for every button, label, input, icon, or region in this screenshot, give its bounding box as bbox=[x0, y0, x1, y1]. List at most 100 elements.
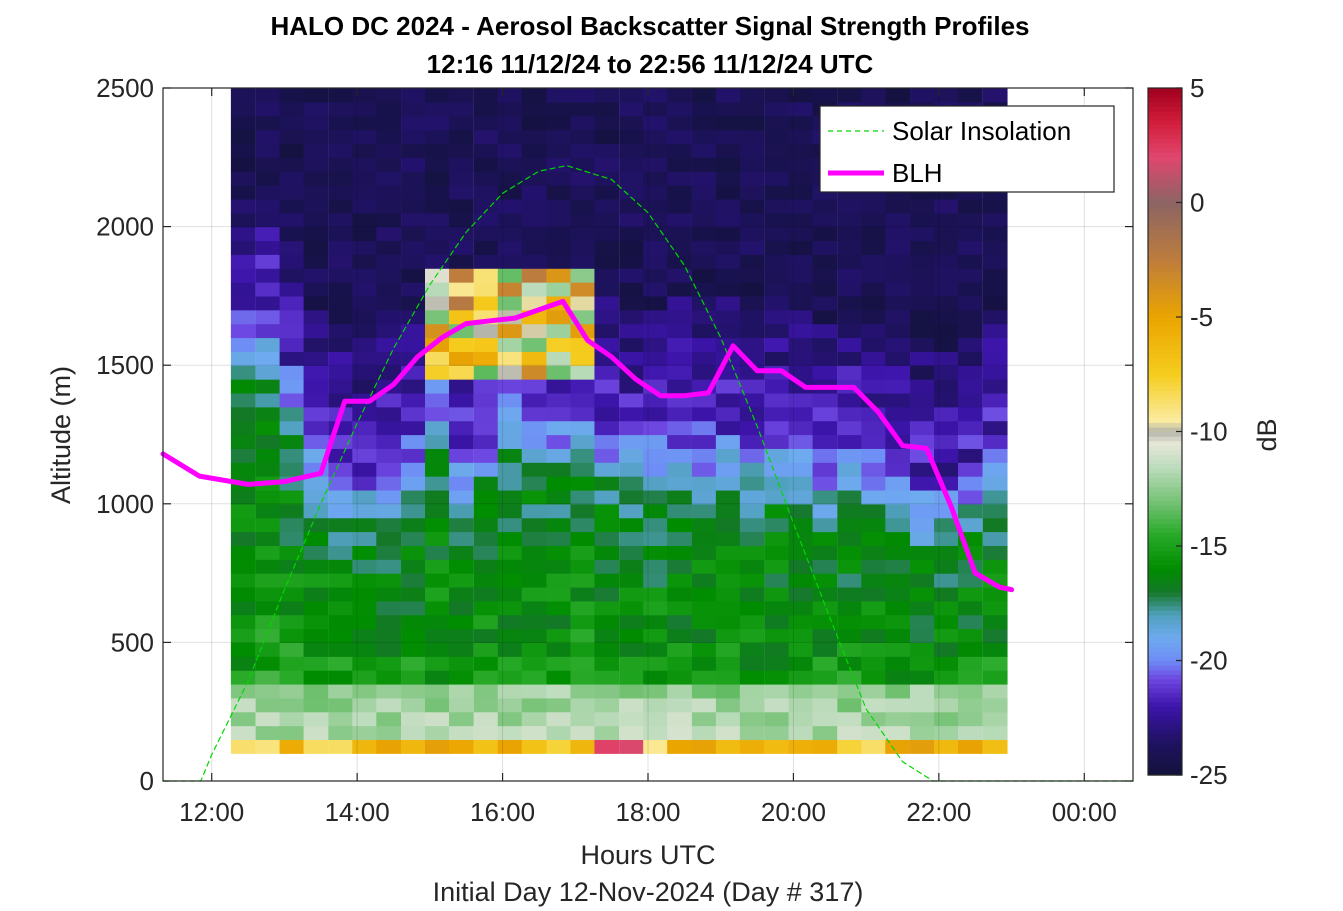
heatmap-cell bbox=[570, 545, 596, 560]
heatmap-cell bbox=[958, 517, 983, 533]
heatmap-cell bbox=[861, 295, 887, 311]
heatmap-cell bbox=[739, 323, 765, 339]
heatmap-cell bbox=[619, 503, 644, 519]
heatmap-cell bbox=[958, 240, 983, 255]
heatmap-cell bbox=[401, 739, 426, 754]
heatmap-cell bbox=[473, 101, 499, 117]
heatmap-cell bbox=[303, 586, 329, 602]
heatmap-cell bbox=[352, 559, 378, 574]
heatmap-cell bbox=[303, 268, 329, 283]
heatmap-cell bbox=[449, 573, 474, 588]
colorbar-band bbox=[1148, 101, 1182, 107]
heatmap-cell bbox=[958, 254, 983, 269]
heatmap-cell bbox=[910, 337, 935, 352]
heatmap-cell bbox=[788, 185, 814, 200]
heatmap-cell bbox=[546, 101, 572, 117]
heatmap-cell bbox=[473, 531, 499, 546]
heatmap-cell bbox=[352, 337, 378, 352]
heatmap-cell bbox=[837, 392, 863, 408]
colorbar-band bbox=[1148, 294, 1182, 300]
heatmap-cell bbox=[425, 434, 450, 449]
heatmap-cell bbox=[667, 420, 692, 436]
heatmap-cell bbox=[230, 462, 256, 477]
heatmap-cell bbox=[934, 614, 959, 630]
heatmap-cell bbox=[837, 88, 863, 103]
heatmap-cell bbox=[376, 143, 402, 158]
heatmap-cell bbox=[303, 365, 329, 380]
heatmap-cell bbox=[594, 670, 620, 685]
heatmap-cell bbox=[497, 268, 523, 283]
heatmap-cell bbox=[425, 379, 450, 394]
heatmap-cell bbox=[812, 198, 838, 214]
heatmap-cell bbox=[255, 129, 281, 145]
heatmap-cell bbox=[934, 462, 959, 477]
heatmap-cell bbox=[837, 586, 863, 602]
colorbar-band bbox=[1148, 715, 1182, 721]
y-tick-label: 500 bbox=[111, 627, 154, 657]
colorbar-band bbox=[1148, 312, 1182, 318]
heatmap-cell bbox=[497, 226, 523, 242]
heatmap-cell bbox=[303, 725, 329, 741]
heatmap-cell bbox=[352, 351, 378, 366]
heatmap-cell bbox=[691, 559, 717, 574]
heatmap-cell bbox=[619, 739, 644, 754]
heatmap-cell bbox=[570, 614, 596, 630]
colorbar-band bbox=[1148, 262, 1182, 268]
heatmap-cell bbox=[401, 600, 426, 616]
heatmap-cell bbox=[910, 282, 935, 297]
heatmap-cell bbox=[861, 198, 887, 214]
heatmap-cell bbox=[667, 101, 692, 117]
heatmap-cell bbox=[497, 559, 523, 574]
heatmap-cell bbox=[255, 739, 281, 754]
heatmap-cell bbox=[352, 129, 378, 145]
heatmap-cell bbox=[958, 420, 983, 436]
heatmap-cell bbox=[739, 282, 765, 297]
heatmap-cell bbox=[352, 656, 378, 671]
heatmap-cell bbox=[230, 88, 256, 103]
heatmap-cell bbox=[303, 420, 329, 436]
heatmap-cell bbox=[425, 365, 450, 380]
heatmap-cell bbox=[279, 392, 305, 408]
colorbar-band bbox=[1148, 330, 1182, 336]
heatmap-cell bbox=[861, 683, 887, 699]
colorbar-band bbox=[1148, 184, 1182, 190]
colorbar-band bbox=[1148, 207, 1182, 213]
heatmap-cell bbox=[643, 559, 668, 574]
heatmap-cell bbox=[934, 559, 959, 574]
heatmap-cell bbox=[982, 337, 1008, 352]
heatmap-cell bbox=[958, 268, 983, 283]
heatmap-cell bbox=[303, 101, 329, 117]
heatmap-cell bbox=[279, 559, 305, 574]
heatmap-cell bbox=[425, 559, 450, 574]
heatmap-cell bbox=[812, 212, 838, 228]
colorbar-band bbox=[1148, 752, 1182, 758]
heatmap-cell bbox=[788, 711, 814, 727]
heatmap-cell bbox=[376, 295, 402, 311]
heatmap-cell bbox=[449, 365, 474, 380]
heatmap-cell bbox=[230, 531, 256, 546]
heatmap-cell bbox=[643, 489, 668, 505]
heatmap-cell bbox=[958, 282, 983, 297]
heatmap-cell bbox=[546, 379, 572, 394]
colorbar-tick-label: 5 bbox=[1190, 73, 1204, 103]
heatmap-cell bbox=[497, 323, 523, 339]
heatmap-cell bbox=[643, 434, 668, 449]
heatmap-cell bbox=[328, 254, 354, 269]
heatmap-cell bbox=[619, 600, 644, 616]
heatmap-cell bbox=[546, 309, 572, 325]
heatmap-cell bbox=[401, 392, 426, 408]
heatmap-cell bbox=[715, 185, 741, 200]
heatmap-cell bbox=[594, 365, 620, 380]
heatmap-cell bbox=[303, 143, 329, 158]
heatmap-cell bbox=[910, 517, 935, 533]
heatmap-cell bbox=[546, 600, 572, 616]
heatmap-cells bbox=[230, 88, 1008, 754]
heatmap-cell bbox=[230, 115, 256, 131]
heatmap-cell bbox=[425, 462, 450, 477]
heatmap-cell bbox=[328, 365, 354, 380]
heatmap-cell bbox=[376, 739, 402, 754]
heatmap-cell bbox=[594, 379, 620, 394]
heatmap-cell bbox=[279, 531, 305, 546]
heatmap-cell bbox=[376, 600, 402, 616]
heatmap-cell bbox=[570, 628, 596, 643]
